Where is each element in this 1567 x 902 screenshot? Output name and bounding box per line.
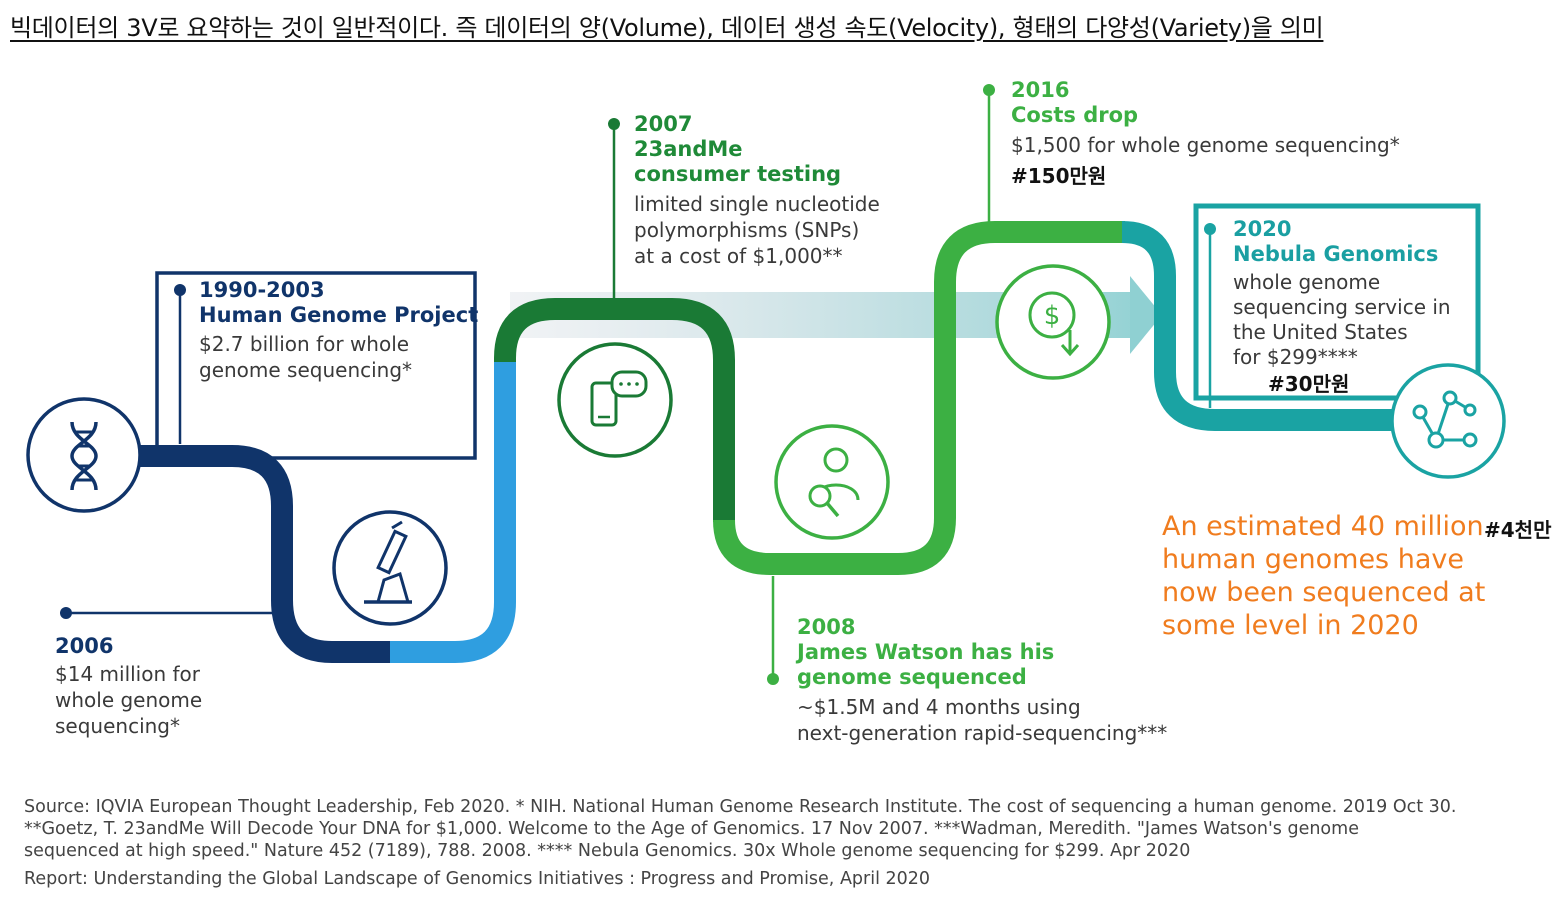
note-2020: #30만원	[1268, 372, 1350, 396]
desc-2006: $14 million for whole genome sequencing*	[55, 662, 203, 738]
year-2016: 2016	[1011, 78, 1070, 102]
desc-1990: $2.7 billion for whole genome sequencing…	[199, 332, 413, 382]
dot-1990	[174, 284, 186, 296]
milestone-2007: 2007 23andMe consumer testing limited si…	[634, 112, 880, 269]
year-2020: 2020	[1233, 217, 1292, 241]
dot-2016	[983, 84, 995, 96]
dna-icon	[26, 397, 142, 513]
milestone-2006: 2006 $14 million for whole genome sequen…	[55, 634, 202, 739]
person-search-icon	[774, 424, 890, 540]
dot-2007	[608, 118, 620, 130]
path-segment-teal	[1121, 221, 1400, 431]
box-2020	[1193, 203, 1481, 401]
title-2020: Nebula Genomics	[1233, 242, 1439, 266]
title-1990: Human Genome Project	[199, 303, 479, 327]
box-1990	[155, 271, 477, 460]
milestone-1990: 1990-2003 Human Genome Project $2.7 bill…	[199, 278, 478, 383]
phone-chat-icon	[557, 342, 673, 458]
report-citation: Report: Understanding the Global Landsca…	[24, 869, 931, 889]
year-1990: 1990-2003	[199, 278, 325, 302]
desc-2007: limited single nucleotide polymorphisms …	[634, 192, 880, 268]
year-2008: 2008	[797, 615, 856, 639]
year-2006: 2006	[55, 634, 114, 658]
note-2016: #150만원	[1011, 164, 1107, 188]
korean-caption: 빅데이터의 3V로 요약하는 것이 일반적이다. 즉 데이터의 양(Volume…	[10, 14, 1324, 42]
desc-2008: ~$1.5M and 4 months using next-generatio…	[797, 695, 1168, 745]
dot-2006	[60, 607, 72, 619]
network-icon	[1390, 363, 1506, 479]
path-segment-blue	[390, 360, 516, 663]
milestone-2016: 2016 Costs drop $1,500 for whole genome …	[1011, 78, 1400, 189]
source-citation: Source: IQVIA European Thought Leadershi…	[24, 797, 1457, 861]
dollar-down-icon: $	[995, 264, 1111, 380]
estimate-text: An estimated 40 million human genomes ha…	[1162, 511, 1486, 641]
path-segment-dark-green	[494, 298, 735, 522]
desc-2020: whole genome sequencing service in the U…	[1233, 270, 1451, 369]
dot-2008	[767, 673, 779, 685]
title-2016: Costs drop	[1011, 103, 1139, 127]
milestone-2008: 2008 James Watson has his genome sequenc…	[797, 615, 1167, 746]
estimate-note: #4천만	[1484, 518, 1552, 542]
path-segment-green	[713, 221, 1125, 575]
desc-2016: $1,500 for whole genome sequencing*	[1011, 133, 1400, 157]
microscope-icon	[332, 510, 448, 626]
svg-text:$: $	[1044, 301, 1061, 331]
dot-2020	[1204, 223, 1216, 235]
year-2007: 2007	[634, 112, 693, 136]
milestone-2020: 2020 Nebula Genomics whole genome sequen…	[1233, 217, 1451, 370]
title-2007: 23andMe consumer testing	[634, 137, 842, 186]
title-2008: James Watson has his genome sequenced	[797, 640, 1055, 689]
